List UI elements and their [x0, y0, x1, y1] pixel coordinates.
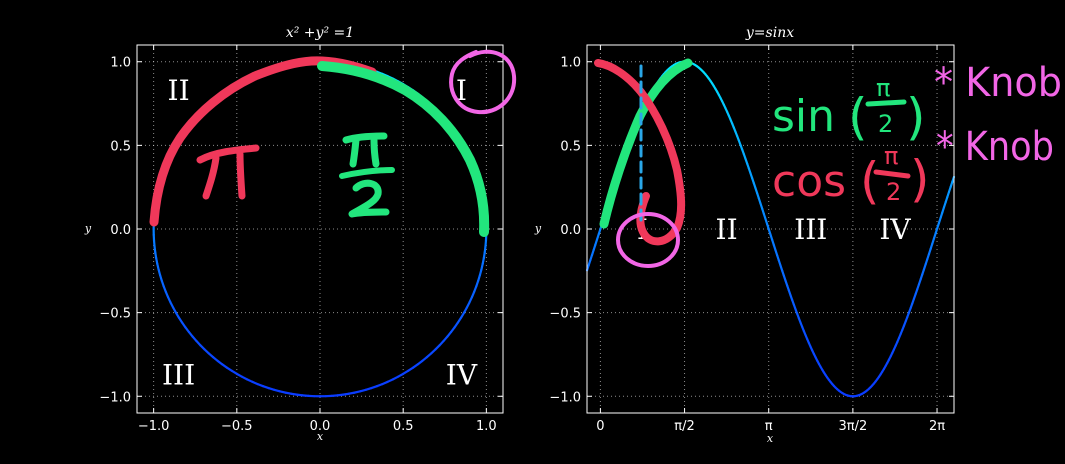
circle-chart-xtick-label: 1.0 — [476, 419, 497, 434]
handwritten-annotations: sin ( π 2 ) * Knob cos ( π 2 ) * Knob — [154, 52, 1062, 266]
sine-quadrant-label: II — [716, 213, 738, 246]
sine-chart-ytick-label: 0.0 — [560, 223, 581, 238]
sine-chart-ytick-label: −1.0 — [549, 390, 581, 405]
sine-chart-xtick-label: 3π/2 — [838, 419, 867, 434]
knob-label-2: * Knob — [936, 124, 1054, 170]
sine-chart-xtick-label: 2π — [929, 419, 945, 434]
sin-frac-den: 2 — [878, 110, 893, 138]
circle-chart-ylabel: y — [84, 222, 92, 235]
sine-quadrant-label: III — [794, 213, 827, 246]
sine-chart-xlabel: x — [767, 432, 774, 445]
sin-open-paren: ( — [848, 88, 868, 146]
sine-chart-ytick-label: 1.0 — [560, 56, 581, 71]
circle-chart-ytick-label: 0.0 — [110, 223, 131, 238]
circle-chart-xlabel: x — [317, 430, 324, 443]
circle-chart-ytick-label: −1.0 — [99, 390, 131, 405]
sin-frac-bar — [868, 102, 904, 104]
circle-chart-ytick-label: 1.0 — [110, 56, 131, 71]
cos-text: cos — [772, 156, 846, 207]
circle-chart-ytick-label: −0.5 — [99, 307, 131, 322]
cos-open-paren: ( — [860, 152, 880, 210]
sin-text: sin — [772, 91, 835, 142]
sine-quadrant-label: IV — [879, 213, 911, 246]
sine-chart-ytick-label: 0.5 — [560, 139, 581, 154]
circle-chart-xtick-label: 0.5 — [393, 419, 414, 434]
circle-chart-xtick-label: −1.0 — [138, 419, 170, 434]
cos-close-paren: ) — [910, 150, 930, 208]
sin-close-paren: ) — [906, 88, 926, 146]
circle-quadrant-label: II — [168, 74, 190, 107]
sine-chart-ytick-label: −0.5 — [549, 307, 581, 322]
cos-frac-num: π — [884, 142, 898, 170]
circle-chart-title: x² +y² =1 — [286, 25, 354, 41]
sine-chart-xtick-label: π/2 — [674, 419, 694, 434]
sin-frac-num: π — [876, 74, 890, 102]
cos-frac-den: 2 — [886, 178, 901, 206]
cos-frac-bar — [876, 172, 908, 176]
knob-label-1: * Knob — [934, 60, 1062, 106]
sine-chart-ylabel: y — [534, 222, 542, 235]
sine-chart-xtick-label: 0 — [596, 419, 604, 434]
sine-chart-title: y=sinx — [745, 25, 794, 41]
left-pi-over-2-annotation — [342, 136, 392, 214]
circle-chart-xtick-label: −0.5 — [221, 419, 253, 434]
left-pi-annotation — [200, 148, 256, 196]
circle-chart-ytick-label: 0.5 — [110, 139, 131, 154]
circle-quadrant-label: IV — [446, 359, 478, 392]
circle-quadrant-label: III — [162, 359, 195, 392]
